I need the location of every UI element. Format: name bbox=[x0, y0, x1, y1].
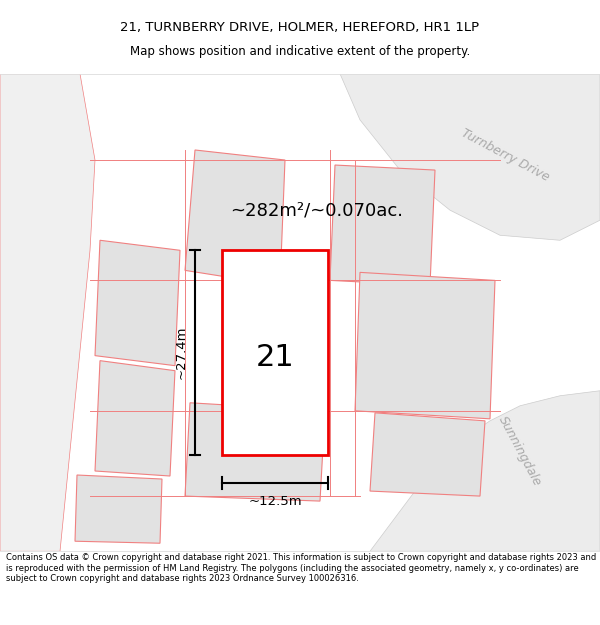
Text: Sunningdale: Sunningdale bbox=[496, 414, 544, 488]
Polygon shape bbox=[185, 150, 285, 286]
Polygon shape bbox=[0, 74, 95, 551]
Text: Map shows position and indicative extent of the property.: Map shows position and indicative extent… bbox=[130, 44, 470, 58]
Polygon shape bbox=[340, 74, 600, 240]
Polygon shape bbox=[75, 475, 162, 543]
Polygon shape bbox=[370, 391, 600, 551]
Polygon shape bbox=[95, 240, 180, 366]
Polygon shape bbox=[330, 165, 435, 286]
Text: 21: 21 bbox=[256, 343, 295, 372]
Text: Turnberry Drive: Turnberry Drive bbox=[459, 126, 551, 184]
Polygon shape bbox=[222, 250, 328, 455]
Text: ~12.5m: ~12.5m bbox=[248, 494, 302, 508]
Polygon shape bbox=[95, 361, 175, 476]
Text: Contains OS data © Crown copyright and database right 2021. This information is : Contains OS data © Crown copyright and d… bbox=[6, 553, 596, 583]
Text: ~282m²/~0.070ac.: ~282m²/~0.070ac. bbox=[230, 201, 403, 219]
Polygon shape bbox=[355, 272, 495, 419]
Polygon shape bbox=[370, 413, 485, 496]
Text: ~27.4m: ~27.4m bbox=[175, 326, 187, 379]
Polygon shape bbox=[185, 402, 325, 501]
Text: 21, TURNBERRY DRIVE, HOLMER, HEREFORD, HR1 1LP: 21, TURNBERRY DRIVE, HOLMER, HEREFORD, H… bbox=[121, 21, 479, 34]
